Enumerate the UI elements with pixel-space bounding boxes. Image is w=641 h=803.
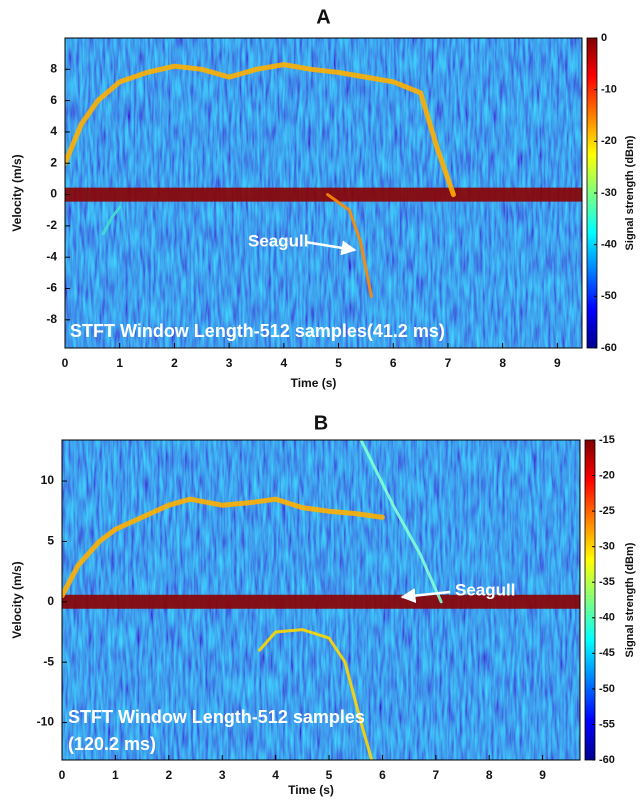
y-axis-label: Velocity (m/s) — [10, 154, 24, 231]
colorbar — [584, 439, 596, 761]
trace — [258, 628, 374, 760]
x-tick-label: 5 — [326, 768, 333, 782]
annotation-arrow — [304, 240, 357, 256]
x-axis-label: Time (s) — [291, 376, 337, 390]
x-tick-label: 3 — [226, 356, 233, 370]
window-note: STFT Window Length-512 samples — [68, 707, 365, 727]
y-tick-label: -6 — [46, 281, 57, 295]
colorbar-tick-label: -60 — [599, 754, 615, 766]
colorbar-tick-label: -25 — [599, 505, 615, 517]
y-tick-label: -10 — [37, 715, 55, 729]
colorbar-tick-label: -15 — [599, 434, 615, 446]
traces — [62, 440, 580, 760]
trace — [359, 440, 443, 604]
colorbar-tick-label: -20 — [599, 469, 615, 481]
colorbar-tick-label: -20 — [601, 135, 617, 147]
x-tick-label: 1 — [116, 356, 123, 370]
trace — [326, 193, 373, 298]
y-tick-label: -5 — [43, 654, 54, 668]
colorbar-tick-label: -50 — [601, 290, 617, 302]
annotation: Seagull — [455, 580, 515, 599]
plot-frame — [61, 439, 581, 761]
y-tick-label: 10 — [41, 473, 55, 487]
colorbar-tick-label: -40 — [599, 612, 615, 624]
colorbar-tick-label: -45 — [599, 647, 615, 659]
y-tick-label: 0 — [50, 187, 57, 201]
x-tick-label: 0 — [62, 356, 69, 370]
colorbar-label: Signal strength (dBm) — [624, 542, 636, 657]
y-tick-label: 2 — [50, 155, 57, 169]
colorbar-tick-label: -30 — [599, 541, 615, 553]
x-tick-label: 7 — [445, 356, 452, 370]
x-tick-label: 7 — [432, 768, 439, 782]
x-tick-label: 6 — [379, 768, 386, 782]
x-tick-label: 2 — [165, 768, 172, 782]
panel-title: A — [316, 6, 330, 28]
colorbar-tick-label: -60 — [601, 342, 617, 354]
colorbar-tick-label: -40 — [601, 239, 617, 251]
x-tick-label: 5 — [335, 356, 342, 370]
x-tick-label: 3 — [219, 768, 226, 782]
x-tick-label: 8 — [499, 356, 506, 370]
trace — [62, 496, 385, 599]
traces — [65, 62, 582, 298]
colorbar-tick-label: -10 — [601, 84, 617, 96]
y-axis-label: Velocity (m/s) — [10, 561, 24, 638]
plot-frame — [64, 37, 583, 349]
trace — [65, 62, 456, 198]
annotation: Seagull — [248, 231, 308, 250]
colorbar-tick-label: 0 — [601, 32, 607, 44]
x-tick-label: 2 — [171, 356, 178, 370]
colorbar-tick-label: -50 — [599, 683, 615, 695]
y-tick-label: 5 — [47, 534, 54, 548]
y-tick-label: 4 — [50, 124, 57, 138]
colorbar-tick-label: -30 — [601, 187, 617, 199]
x-tick-label: 0 — [59, 768, 66, 782]
x-axis-label: Time (s) — [288, 783, 334, 797]
y-tick-label: -4 — [46, 249, 57, 263]
x-tick-label: 4 — [272, 768, 279, 782]
y-tick-label: -8 — [46, 312, 57, 326]
annotation-arrow — [400, 588, 451, 604]
colorbar-tick-label: -35 — [599, 576, 615, 588]
x-tick-label: 4 — [280, 356, 287, 370]
x-tick-label: 1 — [112, 768, 119, 782]
panel-title: B — [314, 412, 328, 434]
x-tick-label: 8 — [486, 768, 493, 782]
y-tick-label: 0 — [47, 594, 54, 608]
trace — [101, 205, 122, 236]
window-note: STFT Window Length-512 samples(41.2 ms) — [70, 321, 445, 341]
y-tick-label: 6 — [50, 93, 57, 107]
x-tick-label: 6 — [390, 356, 397, 370]
colorbar-label: Signal strength (dBm) — [624, 135, 636, 250]
colorbar-tick-label: -55 — [599, 718, 615, 730]
x-tick-label: 9 — [539, 768, 546, 782]
y-tick-label: 8 — [50, 61, 57, 75]
window-note: (120.2 ms) — [68, 734, 156, 754]
x-tick-label: 9 — [554, 356, 561, 370]
y-tick-label: -2 — [46, 218, 57, 232]
